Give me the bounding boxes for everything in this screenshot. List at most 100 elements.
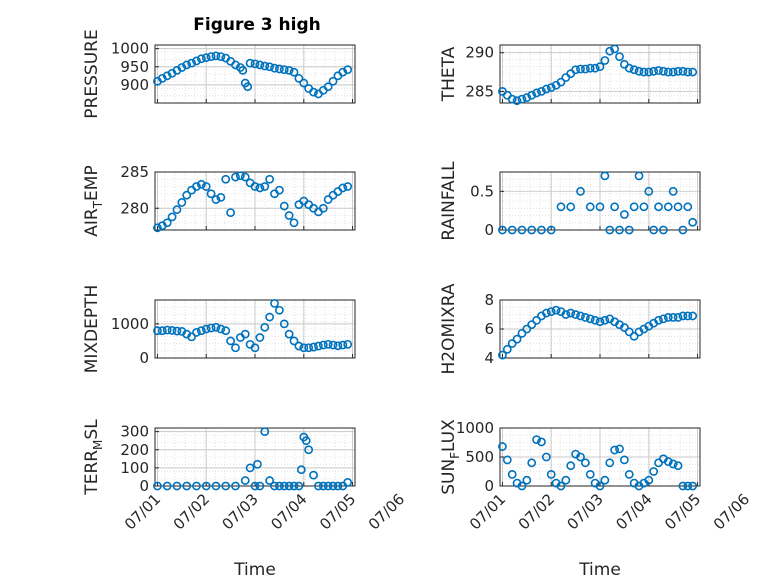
x-tick-label: 07/05 [661, 490, 704, 533]
data-point [216, 192, 226, 202]
data-point [182, 481, 192, 491]
data-point [673, 312, 683, 322]
data-point [153, 481, 162, 491]
data-point [673, 461, 683, 471]
data-point [571, 65, 581, 75]
data-point [274, 64, 284, 74]
data-point [299, 343, 309, 353]
data-point [551, 305, 561, 315]
data-point [537, 437, 546, 447]
data-point [270, 299, 279, 308]
data-point [274, 481, 284, 491]
data-point [668, 186, 678, 196]
data-point [260, 427, 270, 437]
data-point [279, 481, 289, 491]
data-point [615, 52, 624, 61]
data-point [512, 96, 522, 106]
data-point [532, 88, 541, 98]
data-point [678, 311, 688, 321]
data-point [343, 182, 353, 191]
data-point [683, 481, 693, 491]
data-point [624, 469, 634, 479]
data-point [255, 481, 265, 491]
y-tick-label: 4 [484, 349, 494, 367]
data-point [615, 444, 624, 454]
y-tick-label: 100 [120, 459, 149, 477]
data-point [566, 202, 576, 212]
x-tick-label: 07/04 [267, 490, 310, 533]
data-point [517, 94, 527, 104]
y-tick-label: 1000 [456, 419, 494, 437]
data-point [265, 476, 275, 485]
data-point [192, 56, 201, 66]
data-point [644, 67, 654, 77]
data-point [270, 481, 279, 491]
data-point [629, 65, 639, 75]
x-tick-label: 07/02 [170, 490, 213, 533]
data-point [668, 67, 678, 77]
data-point [624, 63, 634, 73]
data-point [595, 481, 605, 491]
data-point [284, 329, 294, 339]
data-point [683, 67, 693, 77]
data-point [226, 208, 236, 217]
data-point [279, 319, 289, 329]
data-point [265, 62, 275, 72]
data-point [600, 56, 610, 65]
data-point [619, 59, 629, 69]
data-point [576, 64, 585, 74]
data-point [532, 315, 541, 325]
data-point [167, 212, 177, 222]
data-point [211, 51, 221, 61]
data-point [284, 211, 294, 220]
data-point [162, 481, 172, 491]
data-point [231, 481, 240, 491]
data-point [527, 458, 537, 468]
y-tick-label: 285 [120, 163, 149, 181]
data-point [167, 325, 177, 335]
data-point [338, 340, 348, 350]
data-point [629, 202, 639, 212]
data-point [309, 470, 318, 480]
x-tick-label: 07/05 [316, 490, 359, 533]
y-axis-label: MIXDEPTH [82, 285, 102, 374]
data-point [659, 66, 668, 76]
data-point [328, 340, 338, 350]
axes-box [154, 44, 356, 104]
data-point [541, 84, 551, 94]
y-tick-label: 500 [465, 448, 494, 466]
data-point [507, 225, 517, 235]
data-point [221, 174, 231, 184]
data-point [192, 182, 201, 191]
data-point [600, 171, 610, 181]
y-axis-label: SUNFLUX [439, 419, 462, 495]
y-axis-label: PRESSURE [82, 29, 102, 118]
data-point [659, 225, 668, 235]
data-point [192, 481, 201, 491]
data-point [211, 195, 221, 204]
data-point [201, 53, 211, 63]
data-point [274, 305, 284, 315]
data-point [255, 60, 265, 70]
data-point [585, 202, 595, 212]
y-tick-label: 280 [120, 199, 149, 217]
data-point [201, 182, 211, 191]
data-point [600, 315, 610, 325]
data-point [541, 452, 551, 462]
data-point [649, 66, 659, 76]
y-tick-label: 1000 [111, 40, 149, 58]
data-point [668, 312, 678, 322]
data-point [624, 225, 634, 235]
data-point [270, 63, 279, 73]
axes-box [499, 171, 701, 231]
data-point [590, 63, 600, 73]
data-point [162, 218, 172, 228]
data-point [240, 329, 250, 339]
data-point [654, 66, 663, 75]
data-point [240, 172, 250, 182]
data-point [323, 82, 333, 92]
data-point [279, 201, 289, 211]
data-point [309, 87, 318, 97]
data-point [688, 67, 698, 77]
data-point [314, 481, 323, 491]
